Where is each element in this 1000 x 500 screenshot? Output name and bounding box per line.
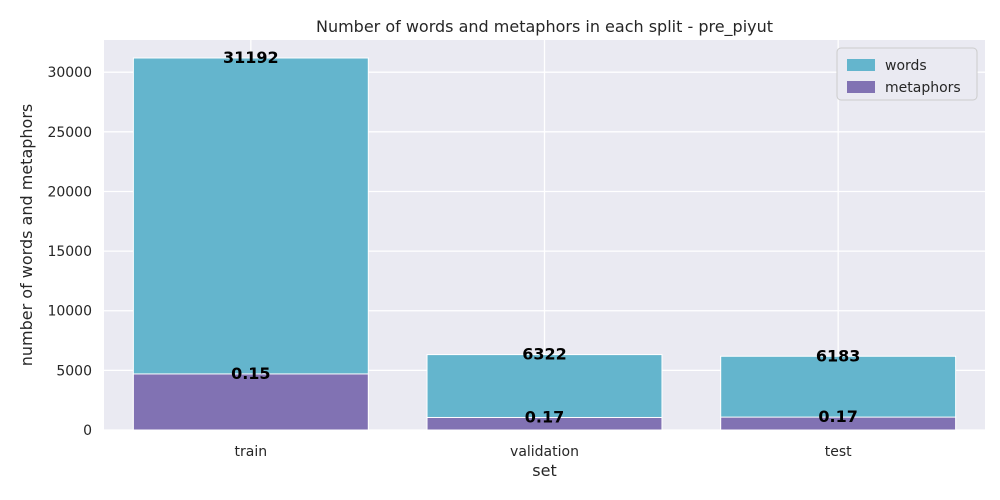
x-ticks: train validation test bbox=[235, 444, 853, 460]
chart-title: Number of words and metaphors in each sp… bbox=[316, 17, 773, 37]
legend-swatch-words bbox=[847, 59, 875, 71]
bar-metaphors-validation bbox=[426, 416, 663, 431]
data-label-words: 6183 bbox=[816, 346, 861, 365]
data-label-words: 6322 bbox=[522, 345, 567, 364]
x-axis-label: set bbox=[532, 461, 556, 480]
legend-swatch-metaphors bbox=[847, 81, 875, 93]
y-tick-label: 5000 bbox=[56, 363, 92, 379]
bars bbox=[132, 57, 957, 431]
data-label-metaphors: 0.17 bbox=[818, 407, 857, 426]
data-label-metaphors: 0.17 bbox=[525, 407, 564, 426]
x-tick-label: validation bbox=[510, 444, 579, 460]
legend-entry-metaphors: metaphors bbox=[885, 80, 961, 96]
y-tick-label: 15000 bbox=[47, 244, 92, 260]
data-label-metaphors: 0.15 bbox=[231, 364, 270, 383]
y-ticks: 0 5000 10000 15000 20000 25000 30000 bbox=[47, 65, 92, 439]
data-labels: 31192 6322 6183 0.15 0.17 0.17 bbox=[223, 48, 860, 426]
y-axis-label: number of words and metaphors bbox=[17, 104, 36, 366]
y-tick-label: 10000 bbox=[47, 304, 92, 320]
bar-metaphors-train bbox=[132, 373, 369, 431]
y-tick-label: 0 bbox=[83, 423, 92, 439]
y-tick-label: 20000 bbox=[47, 184, 92, 200]
y-tick-label: 25000 bbox=[47, 125, 92, 141]
x-tick-label: train bbox=[235, 444, 268, 460]
legend-entry-words: words bbox=[885, 58, 927, 74]
bar-metaphors-test bbox=[720, 416, 957, 431]
data-label-words: 31192 bbox=[223, 48, 279, 67]
legend: words metaphors bbox=[836, 47, 978, 101]
x-tick-label: test bbox=[825, 444, 852, 460]
y-tick-label: 30000 bbox=[47, 65, 92, 81]
bar-words-train bbox=[132, 57, 369, 431]
